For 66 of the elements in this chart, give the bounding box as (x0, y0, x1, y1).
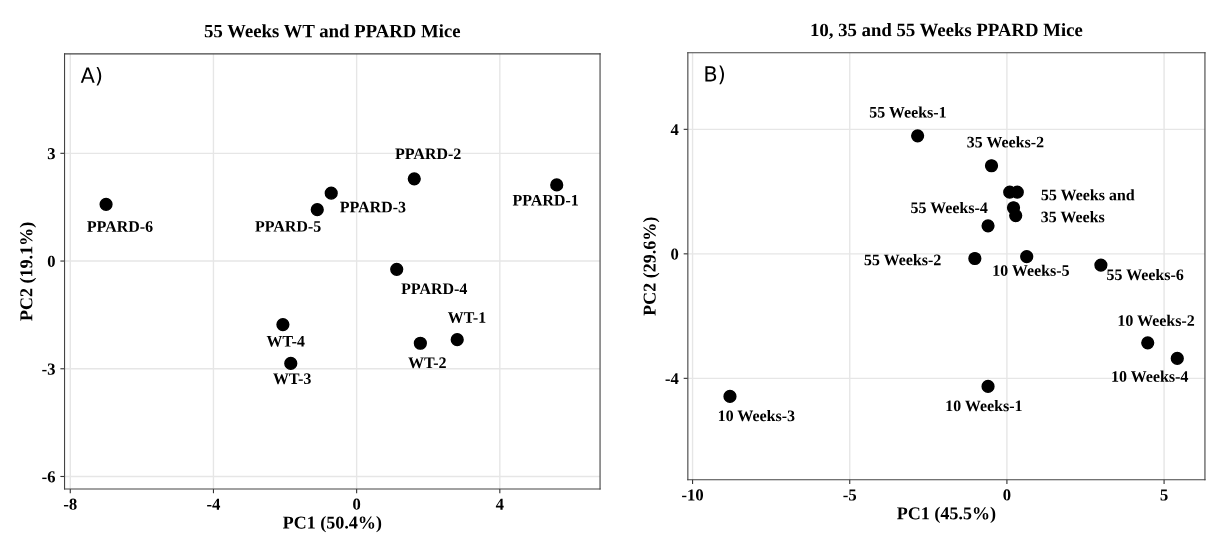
point (310, 203, 324, 217)
x-tick-label: -8 (63, 498, 77, 510)
annotation: PPARD-3 (340, 201, 406, 213)
point (407, 172, 421, 186)
x-tick-label: -10 (682, 489, 704, 501)
annotation: 35 Weeks-2 (967, 136, 1044, 148)
y-tick-label: 0 (47, 255, 55, 267)
point (550, 178, 564, 192)
point (1020, 250, 1034, 264)
annotation: 55 Weeks-4 (911, 201, 988, 214)
annotation: 55 Weeks-2 (864, 254, 941, 266)
x-tick-label: 0 (1003, 489, 1011, 501)
x-tick-label: 0 (353, 498, 361, 510)
x-tick-label: -4 (207, 498, 221, 510)
x-tick-label: 5 (1160, 489, 1168, 501)
annotation: 10 Weeks-5 (993, 264, 1069, 276)
annotation: 35 Weeks (1041, 211, 1105, 223)
point (723, 389, 737, 403)
annotation: 10 Weeks-3 (718, 409, 795, 422)
y-tick-label: -4 (665, 373, 679, 385)
point (1141, 336, 1155, 350)
annotation: 10 Weeks-1 (946, 400, 1022, 412)
point (276, 318, 290, 332)
annotation: 55 Weeks-1 (869, 106, 946, 118)
point (1009, 208, 1023, 223)
point (911, 129, 925, 143)
x-tick-label: -5 (843, 489, 857, 501)
point (99, 197, 113, 211)
y-tick-label: -6 (42, 471, 56, 483)
annotation: PPARD-1 (512, 194, 578, 206)
annotation: WT-1 (447, 312, 486, 323)
y-tick-label: -3 (42, 363, 55, 375)
annotation: A) (80, 66, 102, 86)
y-axis-title: PC2 (19.1%) (19, 222, 37, 321)
annotation: PPARD-4 (401, 283, 468, 295)
annotation: WT-4 (266, 335, 305, 347)
x-axis-title: PC1 (45.5%) (897, 506, 996, 524)
y-axis-title: PC2 (29.6%) (643, 217, 660, 316)
chart-title: 55 Weeks WT and PPARD Mice (204, 24, 461, 38)
point (981, 219, 995, 233)
point (1094, 258, 1108, 272)
annotation: PPARD-2 (395, 148, 461, 160)
annotation: PPARD-6 (87, 221, 153, 232)
point (450, 333, 464, 347)
annotation: 55 Weeks and (1041, 189, 1135, 201)
annotation: PPARD-5 (255, 221, 321, 232)
point (984, 159, 999, 173)
x-tick-label: 4 (495, 498, 504, 510)
annotation: 10 Weeks-2 (1118, 314, 1195, 327)
x-axis-title: PC1 (50.4%) (282, 515, 382, 533)
annotation: WT-2 (408, 357, 446, 369)
point (390, 262, 404, 276)
point (284, 356, 298, 370)
point (324, 186, 338, 200)
y-tick-label: 4 (670, 124, 679, 136)
annotation: B) (705, 65, 724, 85)
point (968, 251, 982, 266)
chart-title: 10, 35 and 55 Weeks PPARD Mice (811, 23, 1083, 39)
point (981, 379, 995, 394)
y-tick-label: 0 (671, 248, 679, 260)
y-tick-label: 3 (47, 148, 55, 160)
annotation: 55 Weeks-6 (1107, 268, 1184, 281)
annotation: 10 Weeks-4 (1112, 370, 1189, 382)
annotation: WT-3 (273, 373, 311, 385)
point (413, 336, 427, 350)
point (1170, 351, 1184, 366)
